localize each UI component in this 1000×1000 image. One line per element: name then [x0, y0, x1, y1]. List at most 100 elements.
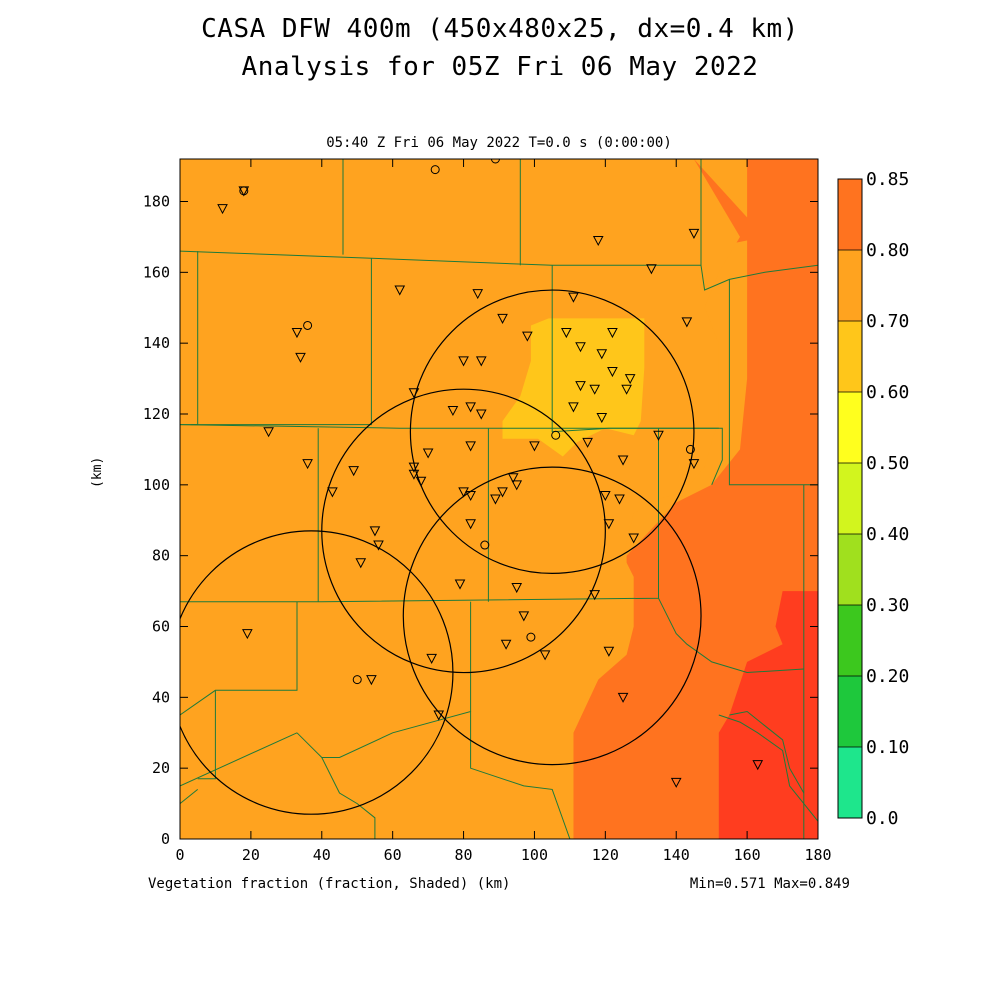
field-description: Vegetation fraction (fraction, Shaded) (… [148, 876, 511, 892]
min-max-readout: Min=0.571 Max=0.849 [689, 876, 850, 892]
station-triangle-14 [295, 352, 306, 363]
y-tick-label: 140 [143, 334, 170, 352]
colorbar-swatch-4 [838, 463, 862, 534]
station-triangle-63 [500, 639, 512, 650]
station-triangle-29 [596, 413, 608, 424]
station-triangle-15 [458, 356, 469, 367]
colorbar-label: 0.50 [866, 453, 909, 474]
station-circle-1 [430, 165, 440, 175]
county-boundaries [180, 159, 818, 839]
station-circle-8 [352, 675, 362, 685]
station-triangle-64 [603, 646, 615, 657]
radar-range-rings [180, 289, 702, 815]
station-circle-3 [303, 320, 313, 330]
x-tick-label: 100 [521, 846, 548, 864]
colorbar-swatch-7 [838, 250, 862, 321]
colorbar-swatch-1 [838, 676, 862, 747]
station-triangle-56 [373, 540, 384, 551]
station-triangle-25 [568, 402, 579, 413]
station-triangle-35 [422, 448, 434, 459]
station-triangle-5 [394, 285, 406, 296]
county-line-7 [728, 279, 818, 486]
county-line-21 [729, 710, 805, 794]
chart-title-line1: CASA DFW 400m (450x480x25, dx=0.4 km) [201, 14, 799, 44]
station-triangle-42 [415, 476, 427, 487]
colorbar-label: 0.70 [866, 311, 909, 332]
station-circle-0 [239, 186, 249, 196]
y-tick-label: 120 [143, 405, 170, 423]
station-triangle-8 [681, 317, 693, 328]
station-triangle-36 [617, 455, 629, 466]
station-circle-4 [551, 430, 561, 440]
x-tick-label: 40 [313, 846, 331, 864]
station-triangle-41 [408, 469, 420, 480]
shaded-field-layer [180, 159, 818, 839]
station-triangle-21 [575, 381, 586, 392]
station-circle-7 [526, 632, 536, 642]
county-line-18 [321, 757, 376, 839]
station-triangle-49 [497, 487, 508, 498]
station-triangle-57 [355, 558, 367, 569]
chart-title-line2: Analysis for 05Z Fri 06 May 2022 [241, 52, 759, 82]
x-tick-label: 60 [384, 846, 402, 864]
station-triangle-0 [217, 204, 228, 215]
colorbar-label: 0.0 [866, 808, 899, 829]
station-triangle-53 [603, 519, 615, 530]
station-triangle-23 [621, 384, 632, 395]
station-triangle-30 [653, 430, 664, 441]
y-tick-label: 180 [143, 193, 170, 211]
colorbar-swatch-5 [838, 392, 862, 463]
county-line-13 [658, 597, 804, 674]
station-triangle-13 [607, 328, 618, 339]
station-triangle-19 [607, 367, 618, 378]
station-triangle-27 [465, 402, 476, 413]
station-triangle-69 [433, 710, 445, 721]
station-triangle-28 [475, 409, 487, 420]
station-triangle-3 [592, 235, 604, 247]
station-triangle-26 [447, 405, 459, 417]
station-triangle-18 [596, 349, 608, 360]
station-markers [217, 159, 764, 788]
colorbar-label: 0.60 [866, 382, 909, 403]
station-triangle-44 [511, 480, 523, 491]
station-triangle-34 [582, 437, 593, 448]
axes: 0 20 40 60 80 100 120 140 160 180 0 20 40 60 80 100 120 1… [143, 159, 832, 864]
station-triangle-67 [366, 675, 377, 686]
radar-ring-4 [409, 289, 695, 574]
x-tick-label: 120 [592, 846, 619, 864]
colorbar-swatch-6 [838, 321, 862, 392]
x-tick-label: 20 [242, 846, 260, 864]
x-tick-label: 140 [663, 846, 690, 864]
station-triangle-46 [458, 487, 469, 498]
y-tick-label: 160 [143, 263, 170, 281]
county-line-14 [180, 601, 298, 787]
y-tick-label: 60 [152, 618, 170, 636]
station-triangle-51 [614, 494, 625, 505]
y-tick-label: 80 [152, 547, 170, 565]
station-triangle-7 [568, 292, 579, 303]
y-tick-label: 0 [161, 830, 170, 848]
station-triangle-33 [529, 441, 540, 452]
county-line-9 [180, 424, 719, 429]
colorbar-label: 0.80 [866, 240, 909, 261]
station-triangle-71 [752, 760, 764, 771]
y-tick-label: 40 [152, 688, 170, 706]
y-tick-label: 20 [152, 759, 170, 777]
station-triangle-17 [575, 342, 586, 353]
colorbar-swatch-8 [838, 179, 862, 250]
station-circle-5 [685, 444, 695, 454]
station-triangle-54 [628, 533, 640, 544]
county-line-4 [190, 258, 372, 426]
station-triangle-4 [646, 264, 657, 275]
county-line-12 [180, 428, 659, 603]
station-triangle-2 [688, 228, 700, 239]
station-triangle-43 [507, 473, 519, 484]
colorbar-swatch-0 [838, 747, 862, 818]
station-triangle-65 [539, 650, 551, 661]
station-triangle-39 [348, 466, 360, 477]
station-triangle-50 [600, 490, 611, 502]
colorbar: 0.0 0.10 0.20 0.30 0.40 0.50 0.60 0.70 0.80 0.85 [837, 169, 909, 829]
x-tick-label: 180 [804, 846, 831, 864]
station-triangle-47 [465, 490, 476, 502]
